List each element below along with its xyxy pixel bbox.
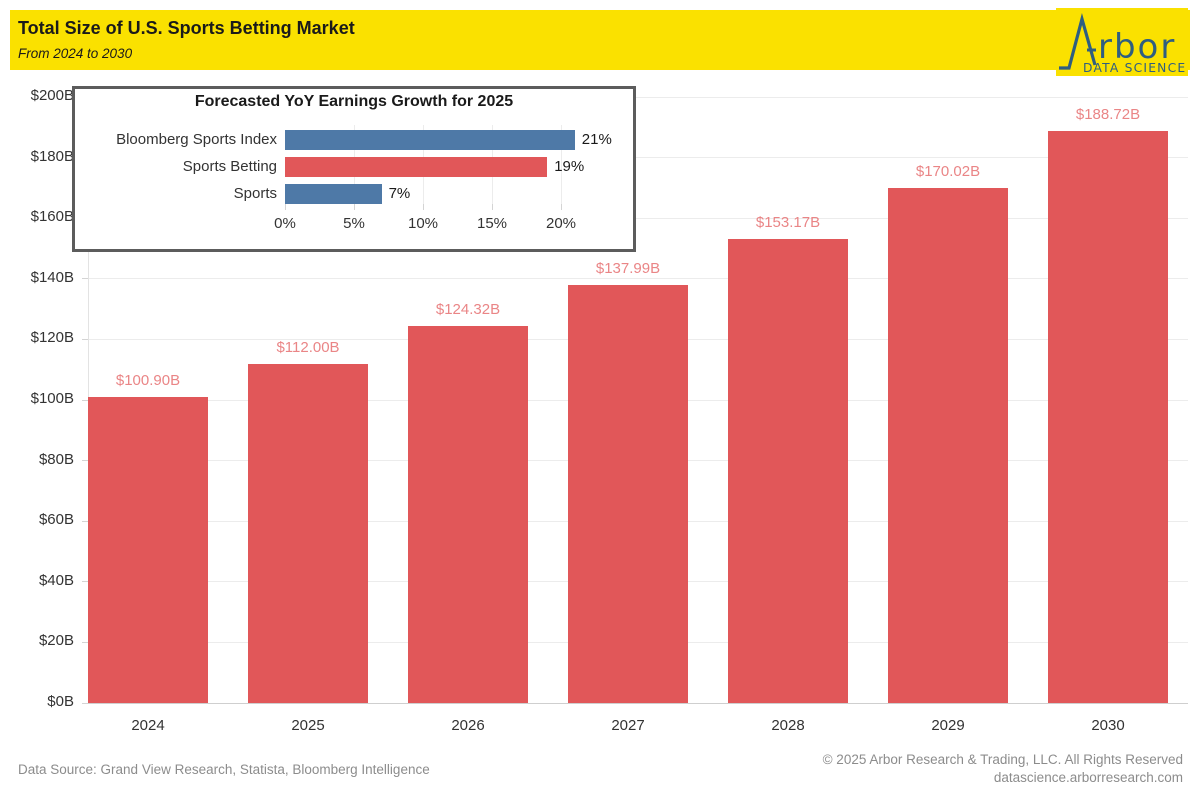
main-gridline xyxy=(88,157,1188,159)
x-axis-label: 2027 xyxy=(611,717,645,734)
main-gridline xyxy=(88,217,1188,219)
bar-value-label: $100.90B xyxy=(115,372,181,390)
page-subtitle: From 2024 to 2030 xyxy=(18,46,133,61)
inset-category-label: Sports xyxy=(233,185,277,202)
inset-x-tick-mark xyxy=(561,204,562,210)
inset-chart: Forecasted YoY Earnings Growth for 2025 … xyxy=(72,86,636,252)
y-axis-label: $20B xyxy=(38,632,74,650)
y-axis-label: $120B xyxy=(30,329,74,347)
y-axis-label: $80B xyxy=(38,450,74,468)
inset-x-tick-mark xyxy=(285,204,286,210)
x-axis-label: 2030 xyxy=(1091,717,1125,734)
logo: rbor DATA SCIENCE xyxy=(1056,8,1188,76)
bar-value-label: $124.32B xyxy=(435,301,501,319)
logo-line-chart-icon xyxy=(1059,12,1097,70)
bar-value-label: $137.99B xyxy=(595,259,661,277)
bar-value-label: $170.02B xyxy=(915,162,981,180)
inset-x-axis-label: 5% xyxy=(343,215,365,232)
website-line: datascience.arborresearch.com xyxy=(993,770,1183,785)
y-axis-label: $140B xyxy=(30,268,74,286)
y-axis-label: $0B xyxy=(47,693,74,710)
inset-category-label: Bloomberg Sports Index xyxy=(116,131,277,148)
y-axis-label: $160B xyxy=(30,208,74,226)
y-axis-label: $100B xyxy=(30,390,74,407)
inset-value-label: 21% xyxy=(581,131,612,148)
main-gridline xyxy=(88,96,1188,98)
main-bar-2027[interactable] xyxy=(568,284,688,703)
y-tick-mark xyxy=(82,460,88,462)
y-axis-label: $40B xyxy=(38,571,74,589)
y-tick-mark xyxy=(82,641,88,643)
main-bar-2024[interactable] xyxy=(88,397,208,703)
y-tick-mark xyxy=(82,702,88,704)
inset-x-axis-label: 10% xyxy=(407,215,439,232)
inset-bar-sports-betting[interactable] xyxy=(285,157,548,177)
y-tick-mark xyxy=(82,278,88,280)
inset-x-axis-label: 0% xyxy=(274,215,296,232)
x-axis-label: 2025 xyxy=(291,717,325,734)
inset-value-label: 7% xyxy=(388,185,411,202)
inset-x-tick-mark xyxy=(423,204,424,210)
bar-value-label: $153.17B xyxy=(755,213,821,231)
page-title: Total Size of U.S. Sports Betting Market xyxy=(18,18,355,38)
inset-x-tick-mark xyxy=(354,204,355,210)
inset-bar-sports[interactable] xyxy=(285,184,382,204)
inset-chart-title: Forecasted YoY Earnings Growth for 2025 xyxy=(194,93,514,110)
main-gridline xyxy=(88,278,1188,280)
main-bar-2030[interactable] xyxy=(1048,131,1168,703)
inset-x-tick-mark xyxy=(492,204,493,210)
copyright-line: © 2025 Arbor Research & Trading, LLC. Al… xyxy=(822,752,1183,767)
inset-x-axis-label: 20% xyxy=(545,215,577,232)
y-axis-label: $180B xyxy=(30,147,74,165)
bar-value-label: $112.00B xyxy=(276,338,340,356)
logo-wordmark: rbor xyxy=(1098,27,1176,67)
y-tick-mark xyxy=(82,338,88,340)
inset-category-label: Sports Betting xyxy=(182,158,277,175)
inset-gridline xyxy=(561,125,562,207)
main-bar-2025[interactable] xyxy=(248,363,368,703)
bar-value-label: $188.72B xyxy=(1075,106,1141,124)
x-axis-label: 2029 xyxy=(931,717,965,734)
x-axis-line xyxy=(88,703,1188,704)
y-axis-label: $60B xyxy=(38,511,74,529)
x-axis-label: 2028 xyxy=(771,717,805,734)
inset-x-axis-label: 15% xyxy=(476,215,508,232)
main-bar-2029[interactable] xyxy=(888,187,1008,703)
x-axis-label: 2026 xyxy=(451,717,485,734)
x-axis-label: 2024 xyxy=(131,717,165,734)
inset-bar-bloomberg-sports-index[interactable] xyxy=(285,130,575,150)
y-tick-mark xyxy=(82,581,88,583)
data-source-note: Data Source: Grand View Research, Statis… xyxy=(18,762,430,777)
y-tick-mark xyxy=(82,399,88,401)
inset-value-label: 19% xyxy=(554,158,585,175)
header-banner: Total Size of U.S. Sports Betting Market… xyxy=(10,10,1190,70)
main-bar-2026[interactable] xyxy=(408,326,528,703)
y-tick-mark xyxy=(82,520,88,522)
arbor-logo: rbor DATA SCIENCE xyxy=(1059,12,1186,75)
main-bar-2028[interactable] xyxy=(728,238,848,703)
y-axis-label: $200B xyxy=(30,87,74,104)
logo-tagline: DATA SCIENCE xyxy=(1083,61,1186,75)
copyright-note: © 2025 Arbor Research & Trading, LLC. Al… xyxy=(683,751,1183,787)
